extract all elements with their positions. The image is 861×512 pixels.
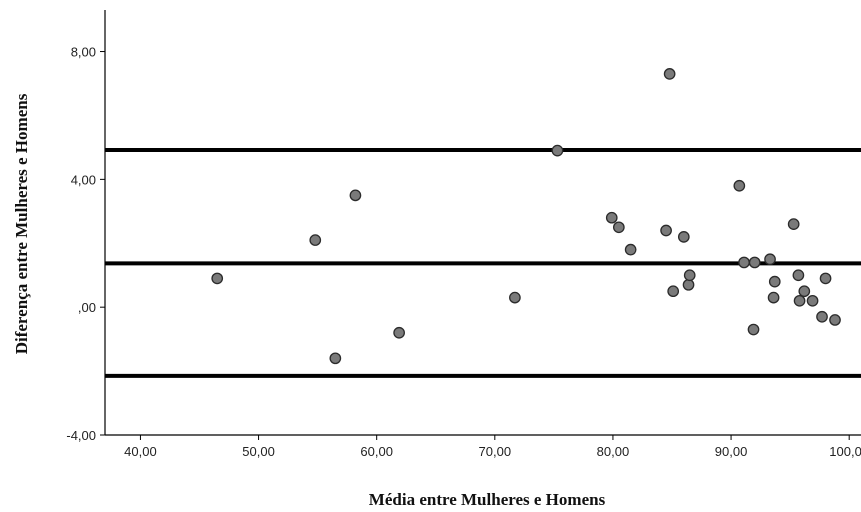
x-tick-label: 80,00 xyxy=(597,444,630,459)
x-axis-title: Média entre Mulheres e Homens xyxy=(369,490,606,509)
data-point xyxy=(829,314,841,326)
data-point xyxy=(733,179,746,192)
data-point xyxy=(612,221,625,234)
data-point xyxy=(798,285,811,298)
data-point xyxy=(624,243,637,256)
data-point xyxy=(767,291,780,304)
data-points xyxy=(211,68,841,365)
data-point xyxy=(509,291,521,304)
data-point xyxy=(605,211,618,224)
x-tick-label: 40,00 xyxy=(124,444,157,459)
data-point xyxy=(747,323,760,336)
data-point xyxy=(793,294,806,307)
data-point xyxy=(764,253,776,266)
y-tick-label: ,00 xyxy=(78,300,96,315)
data-point xyxy=(683,269,696,282)
data-point xyxy=(211,272,224,285)
data-point xyxy=(660,224,672,237)
x-tick-label: 90,00 xyxy=(715,444,748,459)
data-point xyxy=(393,326,405,339)
y-tick-label: -4,00 xyxy=(66,428,96,443)
data-point xyxy=(349,189,362,202)
data-point xyxy=(667,285,680,298)
axes xyxy=(104,10,861,436)
data-point xyxy=(768,275,781,288)
data-point xyxy=(309,234,322,246)
data-point xyxy=(551,144,564,157)
data-point xyxy=(748,256,761,269)
data-point xyxy=(663,68,676,80)
data-point xyxy=(682,278,695,291)
x-ticks: 40,00 50,00 60,00 70,00 80,00 90,00 100,00 xyxy=(124,435,861,459)
data-point xyxy=(787,218,800,230)
x-tick-label: 100,00 xyxy=(829,444,861,459)
data-point xyxy=(677,231,690,243)
data-point xyxy=(792,269,805,282)
data-point xyxy=(329,352,342,365)
data-point xyxy=(819,272,832,285)
data-point xyxy=(816,310,828,323)
x-tick-label: 60,00 xyxy=(360,444,393,459)
reference-lines xyxy=(105,147,861,378)
x-tick-label: 70,00 xyxy=(479,444,512,459)
data-point xyxy=(806,294,819,307)
y-ticks: -4,00 ,00 4,00 8,00 xyxy=(66,45,105,443)
y-tick-label: 4,00 xyxy=(71,172,96,187)
y-axis-title: Diferença entre Mulheres e Homens xyxy=(12,93,31,354)
data-point xyxy=(738,256,750,269)
y-tick-label: 8,00 xyxy=(71,45,96,60)
x-tick-label: 50,00 xyxy=(242,444,275,459)
